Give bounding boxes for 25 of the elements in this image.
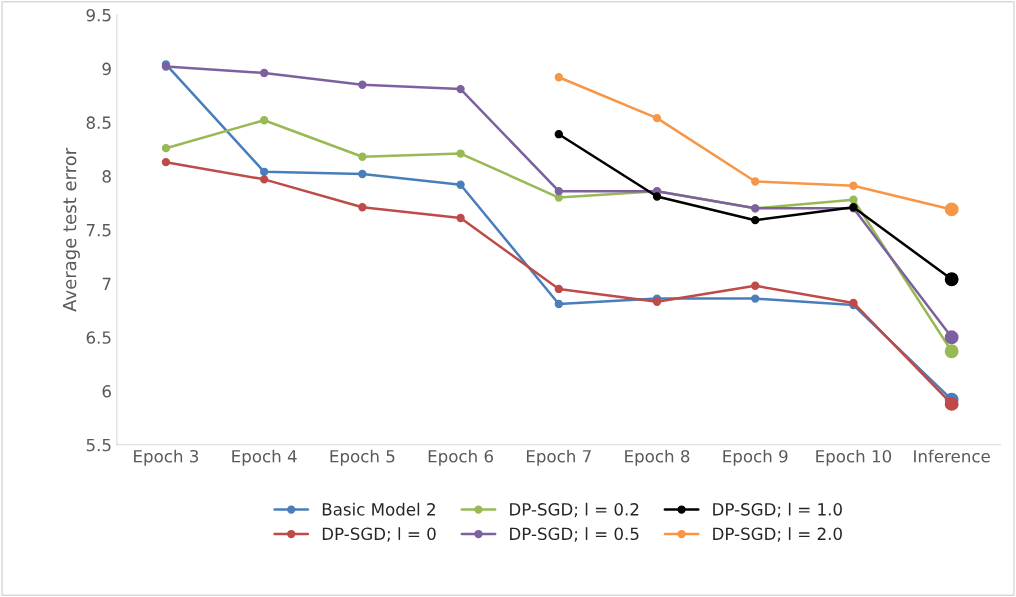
y-tick-label: 7: [102, 277, 111, 290]
legend-label: Basic Model 2: [322, 502, 435, 516]
y-tick-label: 5.5: [86, 438, 111, 452]
y-tick-label: 8: [102, 170, 111, 183]
x-tick-label: Epoch 8: [625, 449, 690, 466]
y-tick-label: 8.5: [86, 116, 111, 129]
legend-label: DP-SGD; l = 0.2: [510, 502, 639, 518]
legend-label: DP-SGD; l = 0: [322, 527, 436, 542]
legend-label: DP-SGD; l = 0.5: [510, 527, 639, 542]
x-tick-label: Epoch 5: [330, 449, 395, 466]
legend-label: DP-SGD; l = 1.0: [713, 502, 842, 518]
x-tick-label: Epoch 10: [816, 449, 892, 466]
x-tick-label: Epoch 9: [723, 449, 788, 466]
x-tick-label: Epoch 7: [526, 449, 591, 466]
x-tick-label: Epoch 3: [134, 449, 199, 466]
y-tick-label: 6: [102, 385, 111, 398]
x-tick-label: Epoch 6: [428, 449, 493, 466]
legend-label: DP-SGD; l = 2.0: [713, 527, 842, 542]
y-tick-label: 9.5: [86, 8, 111, 22]
x-tick-label: Epoch 4: [232, 449, 297, 466]
y-axis-title: Average test error: [63, 147, 80, 312]
y-tick-label: 9: [102, 62, 111, 76]
y-tick-label: 6.5: [86, 331, 111, 344]
x-tick-label: Inference: [914, 449, 990, 463]
y-tick-label: 7.5: [86, 224, 111, 237]
